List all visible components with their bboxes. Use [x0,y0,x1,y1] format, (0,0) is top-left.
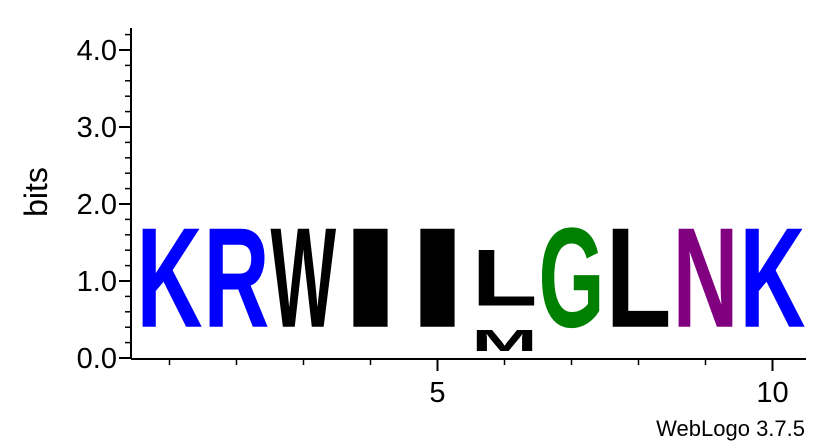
logo-letter-pos6-M: M [472,323,538,357]
logo-letter-pos7-G: G [539,198,605,357]
logo-letter-pos5-I: I [405,199,471,357]
logo-letter-pos1-K: K [137,199,203,357]
logo-letter-pos4-I: I [338,199,404,357]
y-tick-label: 3.0 [77,112,117,144]
y-tick-label: 1.0 [77,266,117,298]
x-tick-label: 10 [756,377,788,409]
logo-letter-pos3-W: W [271,198,337,357]
logo-glyphs: K R W I I ML G L N K [137,198,806,358]
y-axis-label: bits [18,167,54,217]
x-tick-label: 5 [429,377,445,409]
credit-label: WebLogo 3.7.5 [656,416,805,441]
axes: 0.0 1.0 2.0 3.0 4.0 5 10 [77,28,806,409]
y-tick-label: 2.0 [77,189,117,221]
logo-letter-pos6-L: L [472,234,538,324]
y-tick-label: 0.0 [77,343,117,375]
logo-letter-pos8-L: L [606,198,672,357]
logo-letter-pos2-R: R [204,199,270,357]
logo-letter-pos10-K: K [740,199,806,357]
logo-letter-pos9-N: N [673,199,739,357]
y-tick-label: 4.0 [77,35,117,67]
